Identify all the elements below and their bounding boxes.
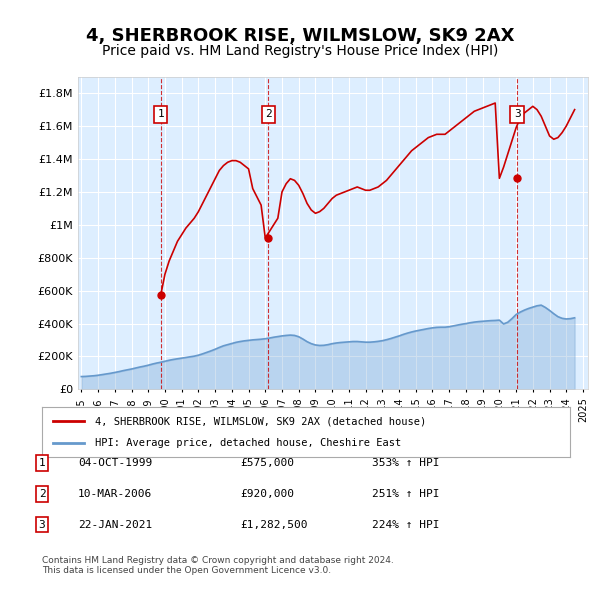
Text: HPI: Average price, detached house, Cheshire East: HPI: Average price, detached house, Ches… — [95, 438, 401, 448]
Text: 1: 1 — [38, 458, 46, 468]
Text: 22-JAN-2021: 22-JAN-2021 — [78, 520, 152, 529]
Text: £1,282,500: £1,282,500 — [240, 520, 308, 529]
Text: 4, SHERBROOK RISE, WILMSLOW, SK9 2AX (detached house): 4, SHERBROOK RISE, WILMSLOW, SK9 2AX (de… — [95, 416, 426, 426]
Text: Price paid vs. HM Land Registry's House Price Index (HPI): Price paid vs. HM Land Registry's House … — [102, 44, 498, 58]
Text: 251% ↑ HPI: 251% ↑ HPI — [372, 489, 439, 499]
Text: 10-MAR-2006: 10-MAR-2006 — [78, 489, 152, 499]
Text: £575,000: £575,000 — [240, 458, 294, 468]
Text: 353% ↑ HPI: 353% ↑ HPI — [372, 458, 439, 468]
Text: 2: 2 — [38, 489, 46, 499]
Text: 1: 1 — [157, 109, 164, 119]
Text: £920,000: £920,000 — [240, 489, 294, 499]
Text: 4, SHERBROOK RISE, WILMSLOW, SK9 2AX: 4, SHERBROOK RISE, WILMSLOW, SK9 2AX — [86, 27, 514, 45]
Text: Contains HM Land Registry data © Crown copyright and database right 2024.
This d: Contains HM Land Registry data © Crown c… — [42, 556, 394, 575]
Text: 2: 2 — [265, 109, 272, 119]
Text: 3: 3 — [514, 109, 520, 119]
Text: 224% ↑ HPI: 224% ↑ HPI — [372, 520, 439, 529]
Text: 04-OCT-1999: 04-OCT-1999 — [78, 458, 152, 468]
Text: 3: 3 — [38, 520, 46, 529]
